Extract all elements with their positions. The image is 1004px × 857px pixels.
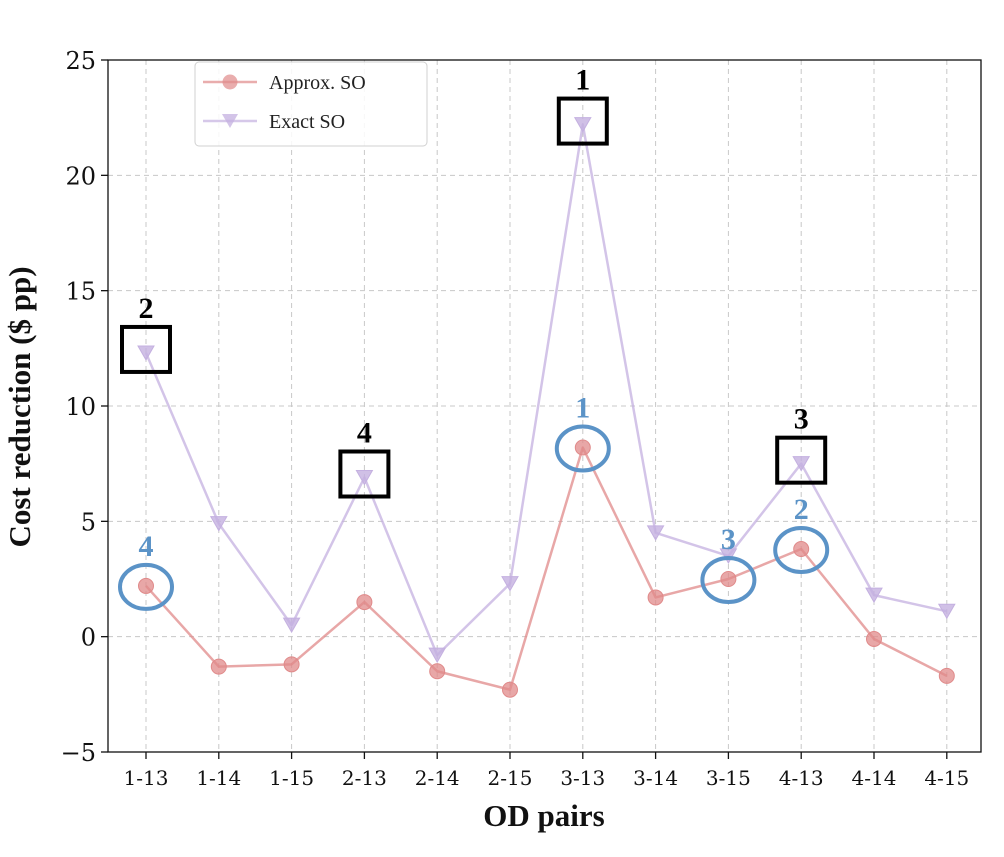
data-point-approx-so: [283, 656, 300, 673]
rank-circle: [773, 526, 830, 575]
data-point-exact-so: [282, 617, 301, 634]
annotation-layer: 1 2 3 4 1 2 3 4: [118, 64, 830, 611]
x-tick-label: 3-15: [706, 766, 751, 790]
x-tick-label: 2-14: [415, 766, 460, 790]
x-tick-label: 2-13: [342, 766, 387, 790]
data-point-approx-so: [647, 589, 664, 606]
data-point-exact-so: [792, 456, 811, 472]
x-axis-ticks: 1-13 1-14 1-15 2-13 2-14 2-15 3-13 3-14 3-15 4-13…: [124, 752, 969, 790]
rank-label-approx: 4: [139, 530, 154, 563]
y-axis-ticks: −5 0 5 10 15 20 25: [61, 47, 108, 767]
rank-label-exact: 1: [575, 64, 590, 97]
data-point-approx-so: [356, 594, 373, 611]
rank-label-approx: 1: [575, 392, 590, 425]
legend-label-approx-so: Approx. SO: [269, 72, 366, 94]
data-point-approx-so: [866, 630, 882, 647]
legend-marker-approx-so: [222, 74, 238, 90]
x-tick-label: 4-14: [852, 766, 897, 790]
series-layer: [137, 117, 956, 698]
x-tick-label: 4-15: [924, 766, 969, 790]
data-point-exact-so: [719, 548, 738, 564]
data-point-approx-so: [502, 681, 518, 698]
rank-label-exact: 2: [139, 292, 154, 325]
y-tick-label: 10: [65, 393, 96, 421]
x-tick-label: 1-13: [124, 766, 169, 790]
data-point-exact-so: [428, 647, 447, 664]
x-tick-label: 3-13: [560, 766, 605, 790]
x-tick-label: 1-14: [196, 766, 241, 790]
data-point-approx-so: [938, 667, 955, 684]
data-point-approx-so: [574, 439, 591, 456]
y-tick-label: 25: [65, 47, 96, 75]
series-line-approx-so: [145, 446, 948, 691]
data-point-exact-so: [355, 470, 374, 486]
legend-label-exact-so: Exact SO: [269, 111, 345, 133]
y-tick-label: 20: [65, 162, 96, 190]
data-point-approx-so: [720, 571, 737, 587]
rank-circle: [118, 562, 174, 611]
x-tick-label: 1-15: [269, 766, 314, 790]
rank-box: [120, 324, 172, 374]
data-point-approx-so: [210, 658, 227, 675]
data-point-exact-so: [573, 117, 592, 133]
legend-marker-exact-so: [222, 114, 238, 128]
rank-box: [775, 435, 828, 485]
data-point-approx-so: [138, 577, 154, 594]
y-tick-label: −5: [61, 739, 96, 767]
data-point-exact-so: [937, 603, 956, 620]
rank-circle: [554, 424, 611, 473]
series-line-exact-so: [144, 123, 948, 657]
y-tick-label: 0: [81, 624, 96, 652]
data-point-exact-so: [209, 516, 228, 532]
grid: [108, 59, 981, 753]
rank-box: [338, 449, 391, 499]
rank-label-approx: 2: [794, 493, 809, 526]
data-point-exact-so: [137, 345, 155, 361]
y-tick-label: 5: [81, 508, 96, 536]
x-axis-title: OD pairs: [483, 798, 604, 833]
x-tick-label: 2-15: [488, 766, 533, 790]
data-point-exact-so: [865, 587, 883, 604]
data-point-exact-so: [501, 576, 519, 592]
legend: Approx. SO Exact SO: [194, 61, 428, 147]
x-tick-label: 4-13: [779, 766, 824, 790]
y-axis-title: Cost reduction ($ pp): [2, 266, 37, 547]
rank-label-exact: 3: [794, 403, 809, 436]
rank-circle: [700, 556, 757, 604]
x-tick-label: 3-14: [633, 766, 678, 790]
rank-label-approx: 3: [721, 523, 736, 556]
rank-box: [556, 96, 609, 146]
rank-label-exact: 4: [357, 417, 372, 450]
data-point-approx-so: [793, 541, 810, 558]
data-point-exact-so: [646, 525, 665, 541]
data-point-approx-so: [429, 663, 446, 680]
y-tick-label: 15: [65, 278, 96, 306]
